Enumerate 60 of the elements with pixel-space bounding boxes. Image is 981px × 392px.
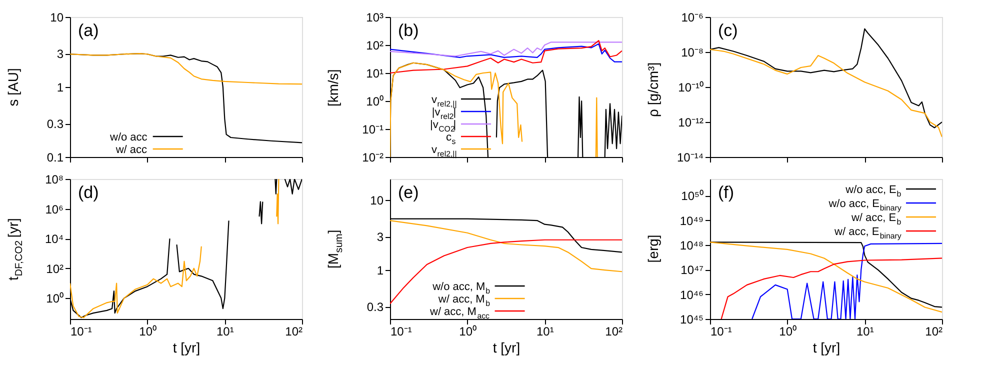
x-tick-label: 10⁰ xyxy=(139,324,157,338)
x-tick-label: 10¹ xyxy=(536,324,554,338)
x-axis-title: t [yr] xyxy=(492,340,520,356)
x-tick-label: 10² xyxy=(285,324,303,338)
y-tick-label: 10¹ xyxy=(366,66,384,80)
y-tick-label: 10³ xyxy=(366,10,384,24)
y-tick-label: 10 xyxy=(370,194,384,208)
annotation: (a) xyxy=(78,21,99,40)
y-axis-title: tDF,CO2 [yr] xyxy=(5,218,26,280)
y-tick-label: 10⁸ xyxy=(45,172,64,186)
annotation: (b) xyxy=(398,21,419,40)
y-axis-title: [km/s] xyxy=(325,69,341,107)
y-tick-label: 10⁵⁰ xyxy=(681,189,704,204)
y-tick-label: 10⁻² xyxy=(362,150,384,164)
legend-label: w/o acc xyxy=(109,132,148,144)
x-axis-title: t [yr] xyxy=(812,340,840,356)
y-tick-label: 1 xyxy=(376,264,384,278)
y-tick-label: 10⁴⁸ xyxy=(680,238,704,252)
y-tick-label: 0.1 xyxy=(46,150,64,164)
y-axis-title: [Msum] xyxy=(325,230,346,269)
annotation: (d) xyxy=(78,183,99,202)
y-tick-label: 10² xyxy=(46,262,64,276)
x-tick-label: 10² xyxy=(605,324,623,338)
y-tick-label: 0.3 xyxy=(46,117,64,132)
x-tick-label: 10⁻¹ xyxy=(710,324,732,338)
y-tick-label: 10⁴⁹ xyxy=(680,214,704,228)
x-tick-label: 10¹ xyxy=(856,324,874,338)
legend-label: w/ acc xyxy=(114,144,148,156)
y-axis-title: s [AU] xyxy=(5,68,21,106)
annotation: (e) xyxy=(398,183,419,202)
y-tick-label: 3 xyxy=(56,47,64,62)
y-tick-label: 10⁶ xyxy=(45,202,64,216)
x-tick-label: 10⁰ xyxy=(779,324,797,338)
y-tick-label: 10⁻¹⁰ xyxy=(678,80,704,94)
y-tick-label: 10⁴⁷ xyxy=(680,263,704,278)
y-tick-label: 10⁴ xyxy=(44,232,64,246)
x-tick-label: 10² xyxy=(925,324,943,338)
y-tick-label: 10⁰ xyxy=(46,292,64,306)
y-tick-label: 10⁰ xyxy=(366,94,384,108)
y-tick-label: 10⁻¹ xyxy=(362,122,384,136)
y-tick-label: 10⁻⁸ xyxy=(681,46,704,60)
y-axis-title: ρ [g/cm³] xyxy=(645,62,661,117)
y-tick-label: 10² xyxy=(366,38,384,52)
x-axis-title: t [yr] xyxy=(172,340,200,356)
y-axis-title: [erg] xyxy=(645,234,661,263)
y-tick-label: 10⁻⁶ xyxy=(681,10,704,24)
y-tick-label: 10 xyxy=(50,10,64,24)
y-tick-label: 10⁻¹² xyxy=(678,116,704,130)
x-tick-label: 10⁰ xyxy=(459,324,477,338)
y-tick-label: 10⁴⁵ xyxy=(680,312,704,326)
y-tick-label: 10⁻¹⁴ xyxy=(677,150,704,164)
annotation: (c) xyxy=(718,21,738,40)
x-tick-label: 10¹ xyxy=(216,324,234,338)
x-tick-label: 10⁻¹ xyxy=(390,324,412,338)
y-tick-label: 0.3 xyxy=(366,300,384,314)
x-tick-label: 10⁻¹ xyxy=(70,324,92,338)
y-tick-label: 1 xyxy=(56,80,64,94)
y-tick-label: 3 xyxy=(376,230,384,244)
annotation: (f) xyxy=(718,183,734,202)
y-tick-label: 10⁴⁶ xyxy=(680,288,704,302)
